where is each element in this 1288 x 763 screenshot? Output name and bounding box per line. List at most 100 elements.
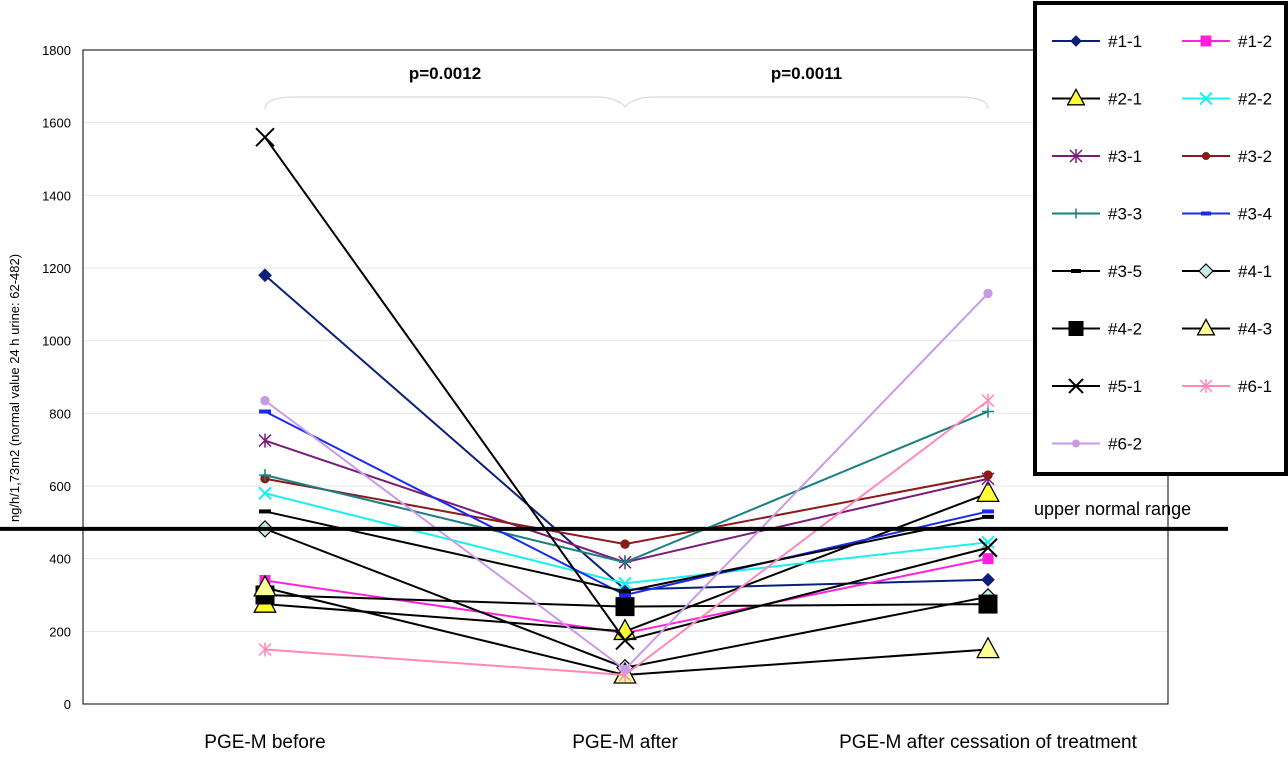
data-point-marker <box>253 574 277 597</box>
data-point-marker <box>619 589 631 594</box>
data-point-marker <box>1196 318 1216 336</box>
legend-label: #6-1 <box>1238 377 1272 396</box>
legend-label: #4-2 <box>1108 320 1142 339</box>
legend-label: #3-3 <box>1108 205 1142 224</box>
data-point-marker <box>1202 152 1210 160</box>
data-point-marker <box>618 576 632 591</box>
comparison-brace <box>264 96 989 110</box>
data-point-marker <box>1068 378 1084 394</box>
data-point-marker <box>1069 149 1083 163</box>
data-point-marker <box>981 535 995 550</box>
x-tick-label: PGE-M before <box>204 732 325 753</box>
series-line <box>264 136 989 642</box>
legend-label: #2-2 <box>1238 90 1272 109</box>
data-point-marker <box>620 664 630 675</box>
legend-entry-2-2: #2-2 <box>1182 90 1272 109</box>
data-point-marker <box>619 556 631 569</box>
series-lines <box>253 127 1000 684</box>
legend-label: #4-1 <box>1238 262 1272 281</box>
legend-entry-1-1: #1-1 <box>1052 32 1142 51</box>
legend-entry-6-1: #6-1 <box>1182 377 1272 396</box>
p-value-label: p=0.0011 <box>771 64 842 83</box>
y-tick-label: 1400 <box>42 188 71 203</box>
y-tick-label: 200 <box>49 624 71 639</box>
legend: #1-1 #1-2 #2-1 #2-2 #3-1 #3-2 #3-3 #3-4 #3-5 #4-1… <box>1033 1 1288 476</box>
data-point-marker <box>982 509 994 514</box>
legend-label: #5-1 <box>1108 377 1142 396</box>
legend-label: #3-4 <box>1238 205 1272 224</box>
data-point-marker <box>982 553 994 565</box>
reference-line: upper normal range <box>0 499 1228 531</box>
y-tick-label: 1000 <box>42 334 71 349</box>
data-point-marker <box>1200 35 1212 47</box>
legend-label: #3-5 <box>1108 262 1142 281</box>
data-point-marker <box>981 393 995 408</box>
data-point-marker <box>258 433 272 448</box>
legend-box <box>1033 1 1288 476</box>
y-tick-label: 1600 <box>42 116 71 131</box>
data-point-marker <box>620 539 630 549</box>
reference-line-label: upper normal range <box>1034 499 1191 519</box>
legend-entry-3-5: #3-5 <box>1052 262 1142 281</box>
data-point-marker <box>258 642 272 657</box>
data-point-marker <box>260 395 270 406</box>
data-point-marker <box>1066 88 1086 106</box>
y-tick-label: 400 <box>49 552 71 567</box>
data-point-marker <box>983 470 993 480</box>
series-line <box>264 510 989 593</box>
legend-label: #1-2 <box>1238 32 1272 51</box>
series-2-2 <box>258 486 995 591</box>
y-tick-label: 1200 <box>42 261 71 276</box>
axes: 0 200 400 600 800 1000 1200 1400 1600 1800 PGE-M b… <box>42 43 1169 753</box>
legend-label: #3-1 <box>1108 147 1142 166</box>
legend-label: #2-1 <box>1108 90 1142 109</box>
data-point-marker <box>1199 91 1213 106</box>
data-point-marker <box>1199 379 1213 393</box>
data-point-marker <box>259 469 271 482</box>
legend-entry-4-2: #4-2 <box>1052 320 1142 339</box>
legend-label: #4-3 <box>1238 320 1272 339</box>
legend-entry-4-3: #4-3 <box>1182 318 1272 339</box>
data-point-marker <box>255 127 275 147</box>
series-5-1 <box>255 127 998 651</box>
y-tick-label: 600 <box>49 479 71 494</box>
legend-entry-3-2: #3-2 <box>1182 147 1272 166</box>
data-point-marker <box>615 630 635 651</box>
data-point-marker <box>1071 269 1081 273</box>
series-3-4 <box>259 409 994 597</box>
data-point-marker <box>615 597 635 617</box>
data-point-marker <box>978 594 998 614</box>
p-value-annotations: p=0.0012 p=0.0011 <box>264 64 989 110</box>
data-point-marker <box>1068 321 1084 336</box>
legend-entry-3-3: #3-3 <box>1052 205 1142 224</box>
p-value-label: p=0.0012 <box>409 64 481 83</box>
legend-entry-3-4: #3-4 <box>1182 205 1272 224</box>
data-point-marker <box>258 268 272 283</box>
legend-entry-3-1: #3-1 <box>1052 147 1142 166</box>
data-point-marker <box>619 593 631 597</box>
y-axis-label: ng/h/1,73m2 (normal value 24 h urine: 62… <box>7 254 22 522</box>
legend-entry-6-2: #6-2 <box>1052 435 1142 454</box>
data-point-marker <box>259 409 271 414</box>
data-point-marker <box>1198 263 1214 279</box>
y-tick-label: 800 <box>49 406 71 421</box>
data-point-marker <box>1201 211 1211 216</box>
data-point-marker <box>1072 439 1080 448</box>
data-point-marker <box>976 636 1000 659</box>
data-point-marker <box>976 480 1000 503</box>
data-point-marker <box>1071 208 1081 219</box>
y-tick-label: 0 <box>64 697 71 712</box>
series-6-2 <box>260 288 993 675</box>
data-point-marker <box>1070 35 1082 47</box>
data-point-marker <box>981 572 995 587</box>
legend-label: #3-2 <box>1238 147 1272 166</box>
legend-label: #1-1 <box>1108 32 1142 51</box>
series-3-3 <box>259 405 994 569</box>
x-tick-label: PGE-M after <box>572 732 678 753</box>
data-point-marker <box>982 514 994 519</box>
legend-entry-2-1: #2-1 <box>1052 88 1142 109</box>
legend-entry-4-1: #4-1 <box>1182 262 1272 281</box>
data-point-marker <box>983 288 993 299</box>
x-tick-label: PGE-M after cessation of treatment <box>839 732 1138 753</box>
